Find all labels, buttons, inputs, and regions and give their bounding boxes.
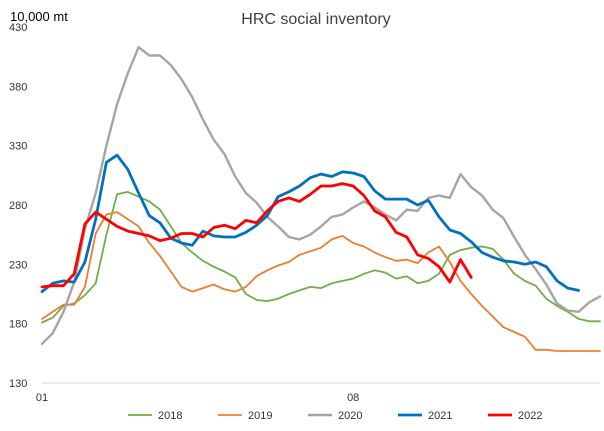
legend-item-2019: 2019 [218,410,272,422]
series-line-2018 [41,190,601,324]
legend-item-2022: 2022 [488,410,542,422]
legend-item-2020: 2020 [308,410,362,422]
legend-label: 2019 [248,410,272,422]
y-tick-label: 280 [9,200,27,212]
y-tick-label: 330 [9,141,27,153]
legend-label: 2020 [338,410,362,422]
unit-label: 10,000 mt [10,9,68,24]
series-line-2022 [40,182,473,289]
legend-label: 2021 [428,410,452,422]
y-tick-label: 180 [9,319,27,331]
legend: 2018 2019 2020 2021 2022 [128,410,542,422]
legend-label: 2022 [518,410,542,422]
legend-item-2021: 2021 [398,410,452,422]
y-tick-label: 130 [9,378,27,390]
series-line-2019 [41,211,601,352]
y-tick-label: 430 [9,22,27,34]
y-axis: 130 180 230 280 330 380 430 [9,22,27,390]
legend-item-2018: 2018 [128,410,182,422]
y-tick-label: 230 [9,259,27,271]
y-tick-label: 380 [9,81,27,93]
series-line-2020 [40,46,602,345]
x-axis: 01 08 [36,392,359,404]
x-tick-label: 01 [36,392,48,404]
legend-label: 2018 [158,410,182,422]
series-line-2021 [40,153,580,294]
chart-title: HRC social inventory [241,11,390,28]
series-group [40,46,602,352]
x-tick-label: 08 [347,392,359,404]
